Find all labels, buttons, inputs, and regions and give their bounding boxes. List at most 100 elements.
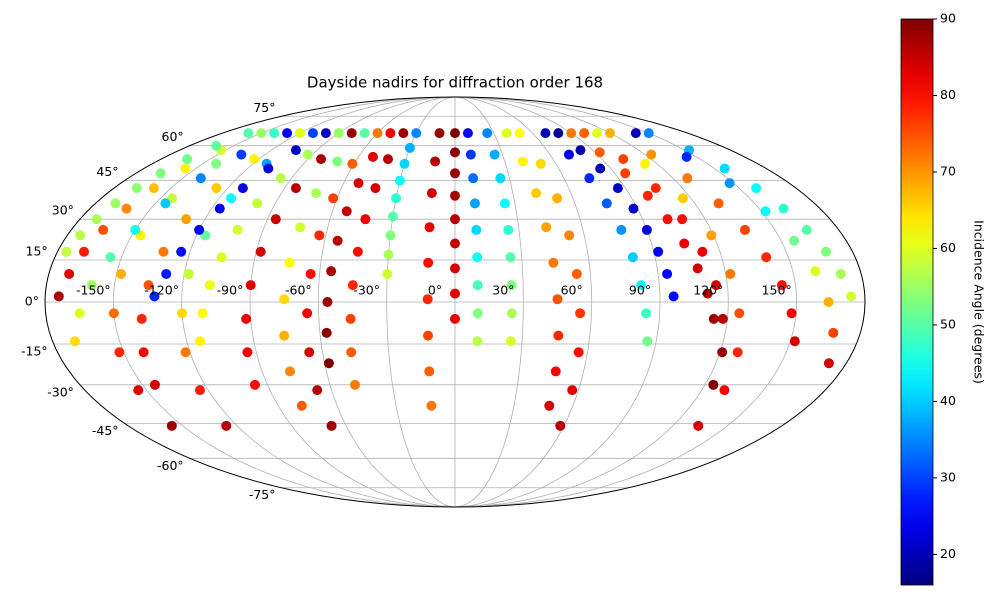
data-point: [423, 330, 434, 341]
data-point: [776, 280, 787, 291]
data-point: [422, 294, 433, 305]
data-point: [739, 224, 750, 235]
data-point: [501, 128, 512, 139]
data-point: [181, 214, 192, 225]
data-point: [450, 313, 460, 324]
colorbar-tick-label: 80: [940, 87, 956, 102]
data-point: [284, 257, 295, 268]
data-point: [284, 366, 295, 377]
data-point: [595, 163, 606, 174]
data-point: [566, 128, 577, 139]
data-point: [717, 313, 728, 324]
y-tick-label: 60°: [162, 129, 184, 144]
data-point: [161, 268, 172, 279]
data-point: [195, 173, 206, 184]
data-point: [211, 183, 222, 194]
x-tick-label: -120°: [144, 283, 179, 298]
y-tick-label: 30°: [52, 203, 74, 218]
data-point: [176, 246, 187, 257]
data-point: [677, 214, 688, 225]
data-point: [316, 154, 327, 165]
data-point: [553, 330, 564, 341]
data-point: [183, 268, 194, 279]
data-point: [346, 128, 357, 139]
data-point: [553, 128, 564, 139]
data-point: [347, 158, 358, 169]
data-point: [627, 252, 638, 263]
data-point: [69, 336, 80, 347]
data-point: [575, 145, 586, 156]
data-point: [697, 246, 708, 257]
data-point: [130, 224, 141, 235]
data-point: [636, 280, 647, 291]
data-point: [630, 128, 641, 139]
data-point: [160, 198, 171, 209]
colorbar-tick-label: 90: [940, 11, 956, 26]
data-point: [505, 252, 516, 263]
data-point: [326, 420, 337, 431]
data-point: [564, 230, 575, 241]
y-tick-label: 15°: [26, 244, 48, 259]
data-point: [517, 156, 528, 167]
data-point: [472, 308, 483, 319]
data-point: [646, 149, 657, 160]
data-point: [307, 128, 318, 139]
data-point: [471, 224, 482, 235]
data-point: [548, 257, 559, 268]
y-tick-label: -75°: [249, 487, 276, 502]
data-point: [786, 308, 797, 319]
data-point: [579, 128, 590, 139]
data-point: [346, 347, 357, 358]
data-point: [499, 198, 510, 209]
data-point: [211, 140, 222, 151]
data-point: [387, 211, 398, 222]
data-point: [138, 347, 149, 358]
data-point: [541, 222, 552, 233]
data-point: [732, 347, 743, 358]
data-point: [450, 128, 460, 139]
colorbar: [900, 18, 934, 586]
data-point: [604, 128, 615, 139]
data-point: [116, 268, 127, 279]
y-tick-label: -15°: [21, 343, 48, 358]
colorbar-tick-label: 50: [940, 316, 956, 331]
data-point: [249, 154, 260, 165]
data-point: [302, 149, 313, 160]
data-point: [314, 230, 325, 241]
data-point: [641, 308, 652, 319]
data-point: [382, 268, 393, 279]
data-point: [846, 291, 857, 302]
y-tick-label: 0°: [25, 294, 39, 309]
data-point: [108, 308, 119, 319]
colorbar-tick-label: 40: [940, 393, 956, 408]
data-point: [426, 188, 437, 199]
data-point: [194, 385, 205, 396]
data-point: [279, 294, 290, 305]
data-point: [679, 238, 690, 249]
data-point: [616, 224, 627, 235]
data-point: [472, 280, 483, 291]
data-point: [540, 128, 551, 139]
data-point: [489, 149, 500, 160]
data-point: [708, 379, 719, 390]
data-point: [275, 173, 286, 184]
data-point: [305, 268, 316, 279]
data-point: [423, 257, 434, 268]
data-point: [708, 313, 719, 324]
data-point: [706, 230, 717, 241]
data-point: [711, 280, 722, 291]
data-point: [367, 151, 378, 162]
x-tick-label: -150°: [76, 283, 111, 298]
data-point: [692, 263, 703, 274]
y-tick-label: 75°: [253, 100, 275, 115]
data-point: [312, 385, 323, 396]
data-point: [295, 128, 306, 139]
data-point: [269, 128, 280, 139]
data-point: [232, 224, 243, 235]
data-point: [195, 336, 206, 347]
data-point: [724, 178, 735, 189]
data-point: [823, 358, 834, 369]
data-point: [544, 400, 555, 411]
data-point: [180, 347, 191, 358]
data-point: [404, 142, 415, 153]
